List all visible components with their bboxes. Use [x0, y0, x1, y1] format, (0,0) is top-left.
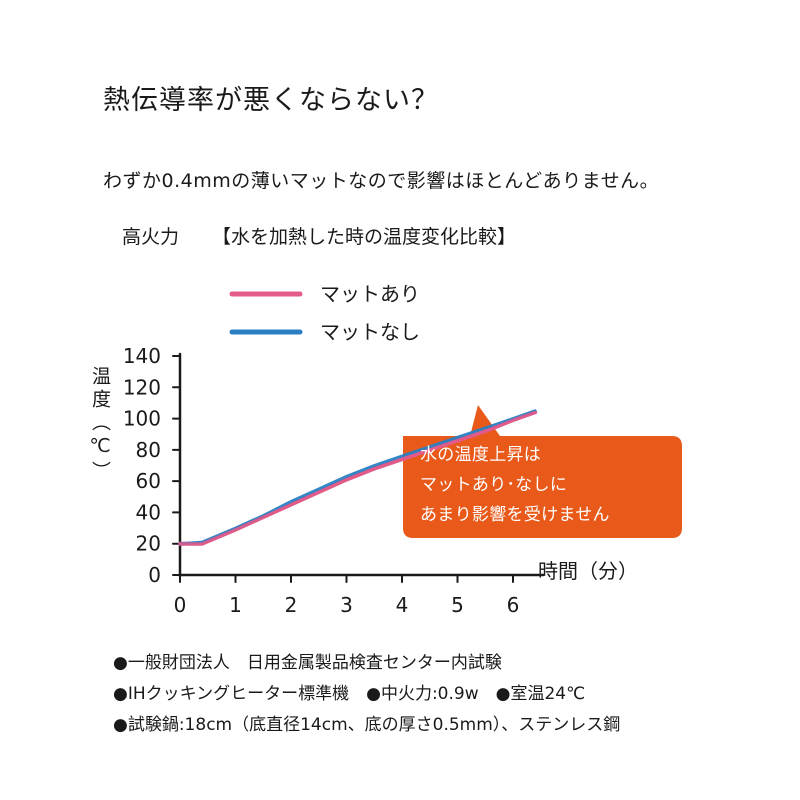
x-tick-label: 0: [174, 593, 187, 617]
y-tick-label: 100: [123, 407, 161, 431]
legend-label: マットあり: [320, 282, 420, 306]
x-tick-label: 5: [451, 593, 464, 617]
x-axis-label: 時間（分）: [538, 559, 638, 583]
chart-title: 【水を加熱した時の温度変化比較】: [212, 226, 516, 248]
axes-layer: [172, 352, 545, 583]
y-tick-label: 140: [123, 344, 161, 368]
page-heading: 熱伝導率が悪くならない？: [103, 85, 439, 116]
x-tick-label: 1: [229, 593, 242, 617]
footnote-line: ●試験鍋:18cm（底直径14cm、底の厚さ0.5mm）、ステンレス鋼: [113, 715, 621, 735]
x-tick-label: 3: [340, 593, 353, 617]
annotation-line: 水の温度上昇は: [420, 445, 542, 465]
annotation-bubble: [403, 405, 682, 538]
y-tick-label: 0: [148, 563, 161, 587]
x-tick-label: 4: [396, 593, 409, 617]
footnote-line: ●IHクッキングヒーター標準機 ●中火力:0.9w ●室温24℃: [113, 684, 586, 704]
footnote-line: ●一般財団法人 日用金属製品検査センター内試験: [113, 653, 502, 673]
annotation-line: あまり影響を受けません: [420, 505, 610, 525]
y-axis-label: 温度（℃）: [89, 366, 111, 484]
y-tick-label: 20: [136, 532, 161, 556]
y-tick-label: 60: [136, 469, 161, 493]
annotation-layer: [403, 405, 682, 538]
y-tick-label: 120: [123, 375, 161, 399]
page-subtitle: わずか0.4mmの薄いマットなので影響はほとんどありません。: [103, 170, 660, 192]
series-line-overlay: [178, 410, 537, 546]
annotation-text: 水の温度上昇は マットあり･なしに あまり影響を受けません: [420, 440, 670, 530]
y-tick-label: 80: [136, 438, 161, 462]
y-tick-label: 40: [136, 500, 161, 524]
footnotes: ●一般財団法人 日用金属製品検査センター内試験 ●IHクッキングヒーター標準機 …: [113, 648, 620, 741]
series-layer: [178, 409, 538, 546]
x-tick-label: 2: [285, 593, 298, 617]
annotation-line: マットあり･なしに: [420, 475, 568, 495]
legend-label: マットなし: [320, 320, 420, 344]
x-tick-label: 6: [507, 593, 520, 617]
chart-corner-label: 高火力: [122, 226, 179, 248]
